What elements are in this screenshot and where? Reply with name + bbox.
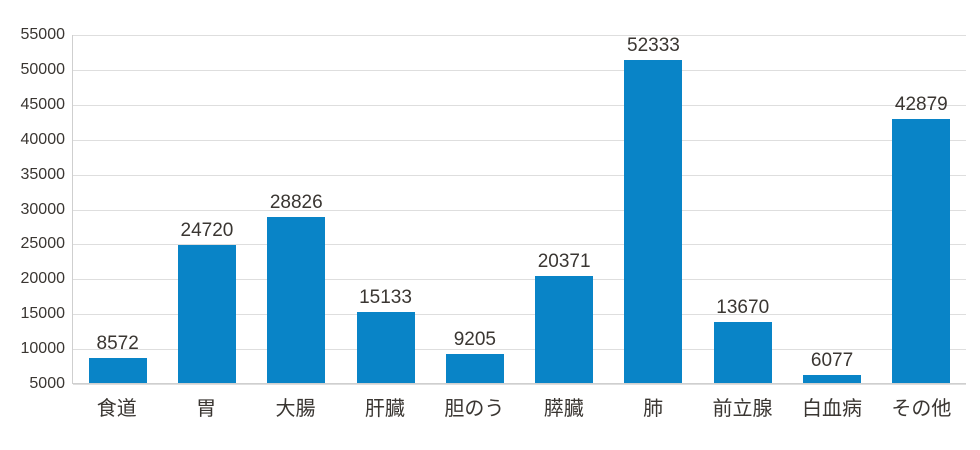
bar-cell: 42879 [877, 35, 966, 383]
bar-value-label: 9205 [453, 328, 496, 350]
gridline [73, 209, 966, 211]
bar [267, 216, 326, 383]
bar-value-label: 20371 [537, 250, 591, 272]
y-axis-tick-label: 45000 [20, 95, 66, 113]
plot-area: 8572 24720 28826 15133 9205 20371 52333 13670 60… [72, 35, 966, 385]
bar-cell: 20371 [519, 35, 608, 383]
bar-cell: 15133 [341, 35, 430, 383]
y-axis-tick-label: 25000 [20, 235, 66, 253]
bar-value-label: 6077 [810, 350, 854, 372]
gridline [73, 174, 966, 176]
gridline [73, 244, 966, 246]
bar-cell: 6077 [787, 35, 876, 383]
bar-value-label: 8572 [96, 333, 139, 355]
bar-cell: 8572 [73, 35, 162, 383]
bar-value-label: 15133 [359, 287, 412, 309]
y-axis-tick-label: 35000 [20, 165, 66, 183]
bar [535, 275, 594, 383]
x-axis: 食道 胃 大腸 肝臓 胆のう 膵臓 肺 前立腺 白血病 その他 [72, 392, 966, 421]
y-axis-tick-label: 5000 [29, 375, 65, 392]
bar-cell: 9205 [430, 35, 519, 383]
y-axis-tick-label: 30000 [20, 200, 66, 218]
bars-row: 8572 24720 28826 15133 9205 20371 52333 13670 60… [73, 35, 966, 383]
x-axis-category-label: 前立腺 [712, 398, 773, 420]
y-axis-tick-label: 20000 [20, 270, 66, 288]
y-axis-tick-label: 10000 [20, 340, 66, 358]
x-axis-category-label: 大腸 [275, 398, 316, 420]
gridline [73, 104, 966, 106]
bar-value-label: 24720 [180, 220, 234, 242]
x-axis-category-label: 食道 [96, 398, 137, 420]
y-axis-tick-label: 15000 [20, 305, 66, 323]
bar [445, 353, 504, 383]
bar [88, 358, 147, 383]
bar-value-label: 52333 [627, 35, 680, 56]
gridline [73, 349, 966, 351]
bar-value-label: 28826 [269, 191, 323, 213]
bar-cell: 13670 [698, 35, 787, 383]
bar [713, 322, 772, 383]
bar-cell: 24720 [162, 35, 251, 383]
bar-cell: 28826 [252, 35, 341, 383]
bar [803, 375, 862, 383]
gridline [73, 384, 966, 385]
bar-cell: 52333 [609, 35, 698, 383]
bar [177, 245, 236, 383]
bar-value-label: 42879 [894, 93, 948, 115]
gridline [73, 69, 966, 71]
bar [892, 118, 951, 383]
gridline [73, 314, 966, 316]
bar [356, 312, 415, 383]
gridline [73, 139, 966, 141]
bar [624, 60, 683, 383]
y-axis-tick-label: 50000 [20, 60, 66, 78]
x-axis-category-label: 肺 [643, 398, 664, 420]
bar-value-label: 13670 [716, 297, 770, 319]
x-axis-category-label: 白血病 [801, 398, 862, 420]
x-axis-category-label: 膵臓 [543, 398, 584, 420]
y-axis-tick-label: 40000 [20, 130, 66, 148]
gridline [73, 279, 966, 281]
y-axis-tick-label: 55000 [20, 26, 66, 43]
gridline [73, 35, 966, 36]
x-axis-category-label: 胃 [196, 398, 217, 420]
x-axis-category-label: 肝臓 [364, 398, 405, 420]
x-axis-category-label: その他 [891, 398, 952, 420]
x-axis-category-label: 胆のう [444, 398, 505, 420]
